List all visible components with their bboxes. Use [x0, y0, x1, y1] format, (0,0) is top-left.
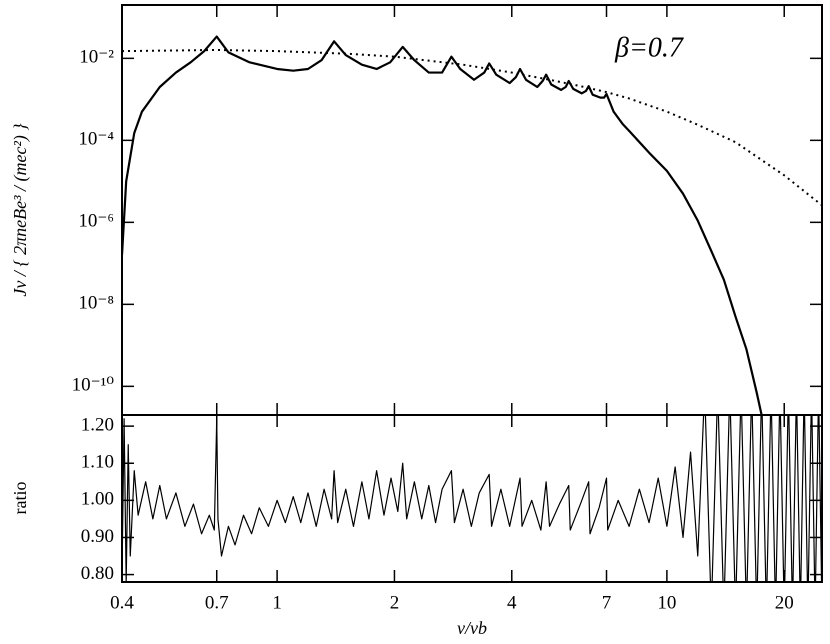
y-tick-label: 0.90: [81, 526, 114, 547]
y-tick-label: 1.00: [81, 489, 114, 510]
x-tick-label: 20: [775, 592, 794, 613]
y-tick-label: 1.20: [81, 414, 114, 435]
y-tick-label: 10⁻⁶: [78, 211, 114, 232]
y-axis-label: ratio: [10, 482, 30, 515]
x-tick-label: 0.4: [110, 592, 134, 613]
series-group: [122, 35, 822, 415]
x-axis-label: ν/νb: [457, 618, 487, 638]
x-tick-label: 1: [272, 592, 282, 613]
x-tick-label: 0.7: [205, 592, 229, 613]
plot-layer: 10⁻² 10⁻⁴ 10⁻⁶ 10⁻⁸ 10⁻¹⁰ 0.80 0.90 1.00 1.10 1.2…: [72, 5, 822, 613]
x-tick-label: 7: [602, 592, 612, 613]
data-line: [122, 48, 822, 207]
y-tick-label: 10⁻¹⁰: [72, 375, 115, 396]
data-line: [122, 415, 822, 582]
frame: [121, 4, 823, 416]
y-axis-label: Jν / { 2πneBe³ / (mec²) }: [10, 123, 31, 297]
x-tick-label: 2: [390, 592, 400, 613]
series-group: [122, 415, 822, 582]
y-tick-label: 10⁻⁸: [78, 293, 114, 314]
y-tick-label: 10⁻⁴: [78, 129, 114, 150]
data-line: [122, 35, 763, 415]
x-tick-label: 4: [507, 592, 517, 613]
y-tick-label: 1.10: [81, 452, 114, 473]
y-tick-label: 10⁻²: [79, 47, 114, 68]
x-tick-label: 10: [657, 592, 676, 613]
y-tick-label: 0.80: [81, 563, 114, 584]
annotation: β=0.7: [614, 32, 684, 63]
frame: [121, 414, 823, 583]
